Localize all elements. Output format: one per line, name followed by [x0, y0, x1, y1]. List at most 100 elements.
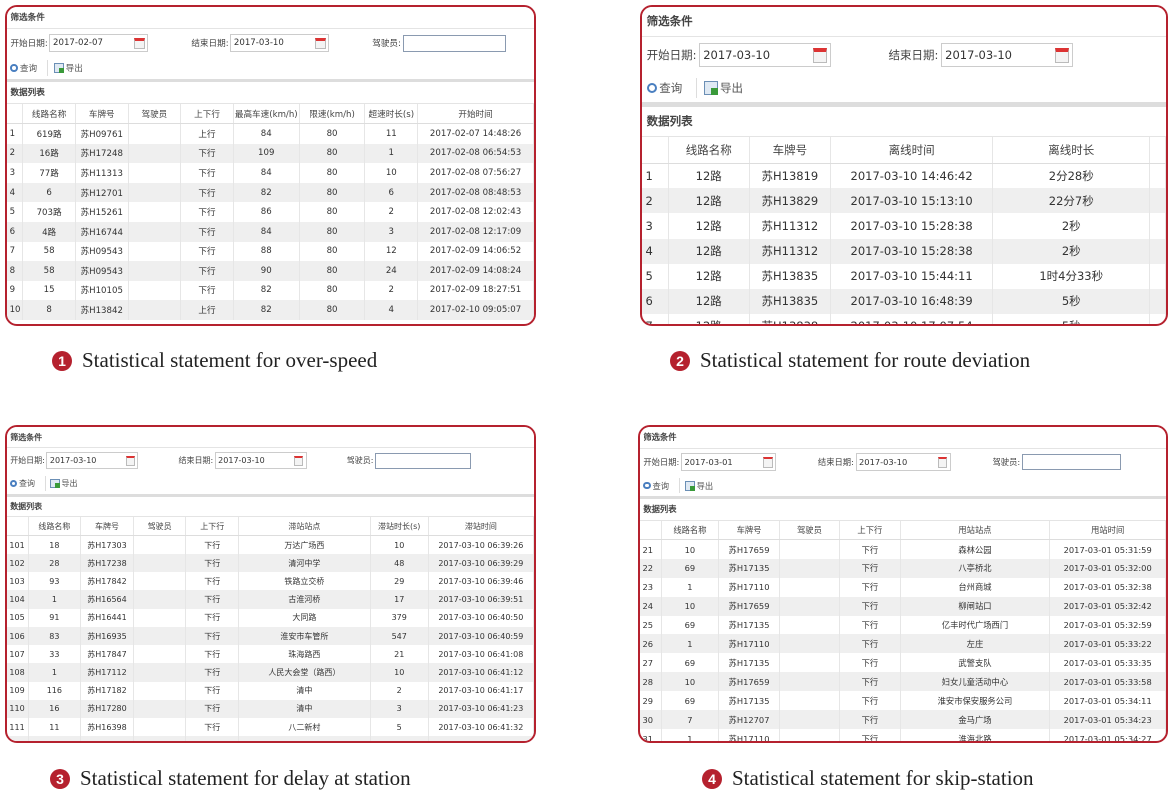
- table-row[interactable]: 31 1 苏H17110 下行 淮海北路 2017-03-01 05:34:27: [640, 729, 1166, 741]
- column-header[interactable]: 车牌号: [80, 517, 134, 537]
- column-header[interactable]: 滞站时间: [428, 517, 534, 537]
- table-cell: 8: [22, 300, 76, 320]
- start-date-input[interactable]: 2017-03-01: [680, 453, 777, 471]
- table-row[interactable]: 111 11 苏H16398 下行 八二新村 5 2017-03-10 06:41:32: [7, 718, 534, 737]
- calendar-icon[interactable]: [134, 38, 145, 50]
- table-row[interactable]: 109 116 苏H17182 下行 清中 2 2017-03-10 06:41:17: [7, 681, 534, 700]
- table-row[interactable]: 106 83 苏H16935 下行 淮安市车管所 547 2017-03-10 06:40:…: [7, 626, 534, 646]
- table-row[interactable]: 22 69 苏H17135 下行 八亭桥北 2017-03-01 05:32:00: [640, 558, 1166, 578]
- table-row[interactable]: 25 69 苏H17135 下行 亿丰时代广场西门 2017-03-01 05:32:59: [640, 615, 1166, 635]
- driver-input[interactable]: [1021, 453, 1122, 471]
- table-row[interactable]: 26 1 苏H17110 下行 左庄 2017-03-01 05:33:22: [640, 634, 1166, 654]
- table-row[interactable]: 30 7 苏H12707 下行 金马广场 2017-03-01 05:34:23: [640, 710, 1166, 730]
- table-row[interactable]: 28 10 苏H17659 下行 妇女儿童活动中心 2017-03-01 05:33:58: [640, 672, 1166, 692]
- column-header[interactable]: [7, 517, 29, 537]
- calendar-icon[interactable]: [125, 455, 136, 467]
- start-date-input[interactable]: 2017-02-07: [49, 34, 149, 53]
- export-button[interactable]: 导出: [53, 62, 88, 74]
- table-row[interactable]: 1 12路 苏H13819 2017-03-10 14:46:42 2分28秒: [642, 163, 1166, 189]
- column-header[interactable]: 最高车速(km/h): [233, 104, 300, 125]
- table-row[interactable]: 1124苏H17203 下行淮安汽车总站12017-03-10 06:41:34: [7, 736, 534, 741]
- column-header[interactable]: 超速时长(s): [364, 104, 419, 125]
- end-date-input[interactable]: 2017-03-10: [214, 452, 307, 469]
- table-row[interactable]: 2 16路 苏H17248 下行 109 80 1 2017-02-08 06:54:53: [7, 143, 534, 164]
- table-row[interactable]: 103 93 苏H17842 下行 铁路立交桥 29 2017-03-10 06:39:46: [7, 572, 534, 591]
- column-header[interactable]: 上下行: [180, 104, 234, 125]
- export-button[interactable]: 导出: [703, 80, 750, 96]
- table-row[interactable]: 1 619路 苏H09761 上行 84 80 11 2017-02-07 14:48:26: [7, 123, 534, 144]
- column-header[interactable]: 滞站时长(s): [370, 517, 429, 537]
- table-row[interactable]: 101 18 苏H17303 下行 万达广场西 10 2017-03-10 06:39:26: [7, 535, 534, 554]
- end-date-input[interactable]: 2017-03-10: [940, 43, 1073, 68]
- column-header[interactable]: 车牌号: [718, 520, 780, 541]
- column-header[interactable]: 限速(km/h): [299, 104, 366, 125]
- table-row[interactable]: 24 10 苏H17659 下行 柳闸站口 2017-03-01 05:32:42: [640, 596, 1166, 616]
- search-button[interactable]: 查询: [10, 478, 40, 489]
- column-header[interactable]: 驾驶员: [133, 517, 187, 537]
- column-header[interactable]: [1149, 136, 1166, 164]
- calendar-icon[interactable]: [293, 455, 304, 467]
- calendar-icon[interactable]: [762, 457, 773, 468]
- table-row[interactable]: 27 69 苏H17135 下行 武警支队 2017-03-01 05:33:35: [640, 653, 1166, 673]
- column-header[interactable]: 上下行: [839, 520, 901, 541]
- column-header[interactable]: 离线时长: [992, 136, 1151, 164]
- column-header[interactable]: 车牌号: [749, 136, 831, 164]
- table-row[interactable]: 110 16 苏H17280 下行 清中 3 2017-03-10 06:41:23: [7, 699, 534, 719]
- driver-input[interactable]: [402, 34, 506, 52]
- start-date-input[interactable]: 2017-03-10: [698, 43, 832, 68]
- table-row[interactable]: 104 1 苏H16564 下行 古淮河桥 17 2017-03-10 06:39:51: [7, 590, 534, 609]
- end-date-input[interactable]: 2017-03-10: [855, 453, 951, 471]
- search-button[interactable]: 查询: [643, 480, 674, 492]
- table-row[interactable]: 107 33 苏H17847 下行 珠海路西 21 2017-03-10 06:41:08: [7, 645, 534, 664]
- column-header[interactable]: 甩站站点: [900, 520, 1051, 541]
- table-row[interactable]: 5 703路 苏H15261 下行 86 80 2 2017-02-08 12:02:43: [7, 202, 534, 222]
- calendar-icon[interactable]: [937, 457, 948, 468]
- table-row[interactable]: 7 58 苏H09543 下行 88 80 12 2017-02-09 14:06:52: [7, 241, 534, 262]
- calendar-icon[interactable]: [1054, 48, 1069, 64]
- table-row[interactable]: 8 58 苏H09543 下行 90 80 24 2017-02-09 14:08:24: [7, 261, 534, 281]
- calendar-icon[interactable]: [812, 48, 827, 64]
- export-button[interactable]: 导出: [50, 478, 82, 489]
- start-date-input[interactable]: 2017-03-10: [46, 452, 139, 469]
- table-row[interactable]: 3 12路 苏H11312 2017-03-10 15:28:38 2秒: [642, 213, 1166, 239]
- table-row[interactable]: 105 91 苏H16441 下行 大同路 379 2017-03-10 06:40:50: [7, 608, 534, 627]
- filter-section-title: 筛选条件: [640, 427, 1166, 449]
- search-button[interactable]: 查询: [646, 80, 690, 96]
- column-header[interactable]: 车牌号: [75, 104, 129, 125]
- table-row[interactable]: 4 12路 苏H11312 2017-03-10 15:28:38 2秒: [642, 238, 1166, 264]
- column-header[interactable]: [640, 520, 662, 541]
- column-header[interactable]: 滞站站点: [238, 517, 371, 537]
- search-button[interactable]: 查询: [10, 62, 42, 74]
- table-row[interactable]: 21 10 苏H17659 下行 森林公园 2017-03-01 05:31:59: [640, 539, 1166, 559]
- table-row[interactable]: 108 1 苏H17112 下行 人民大会堂（路西） 10 2017-03-10 06:41…: [7, 663, 534, 682]
- column-header[interactable]: [642, 136, 669, 164]
- table-row[interactable]: 3 77路 苏H11313 下行 84 80 10 2017-02-08 07:56:27: [7, 163, 534, 183]
- column-header[interactable]: 甩站时间: [1049, 520, 1166, 541]
- table-row[interactable]: 102 28 苏H17238 下行 清河中学 48 2017-03-10 06:39:29: [7, 554, 534, 573]
- table-row[interactable]: 6 12路 苏H13835 2017-03-10 16:48:39 5秒: [642, 288, 1166, 314]
- column-header[interactable]: 线路名称: [668, 136, 750, 164]
- driver-input[interactable]: [375, 452, 472, 469]
- column-header[interactable]: 线路名称: [661, 520, 720, 541]
- table-row[interactable]: 10 8 苏H13842 上行 82 80 4 2017-02-10 09:05:07: [7, 300, 534, 320]
- column-header[interactable]: 线路名称: [28, 517, 82, 537]
- column-header[interactable]: [7, 104, 24, 125]
- table-row[interactable]: 29 69 苏H17135 下行 淮安市保安服务公司 2017-03-01 05:34:1…: [640, 691, 1166, 711]
- column-header[interactable]: 上下行: [185, 517, 240, 537]
- column-header[interactable]: 驾驶员: [128, 104, 182, 125]
- calendar-icon[interactable]: [315, 38, 326, 50]
- column-header[interactable]: 驾驶员: [779, 520, 841, 541]
- end-date-input[interactable]: 2017-03-10: [230, 34, 330, 53]
- table-row[interactable]: 5 12路 苏H13835 2017-03-10 15:44:11 1时4分33秒: [642, 263, 1166, 289]
- table-row[interactable]: 9 15 苏H10105 下行 82 80 2 2017-02-09 18:27:51: [7, 280, 534, 301]
- table-cell: 2017-02-09 18:27:51: [417, 280, 534, 301]
- column-header[interactable]: 线路名称: [22, 104, 76, 125]
- table-row[interactable]: 4 6 苏H12701 下行 82 80 6 2017-02-08 08:48:53: [7, 182, 534, 203]
- table-row[interactable]: 712路苏H138382017-03-10 17:07:545秒: [642, 313, 1166, 324]
- column-header[interactable]: 开始时间: [417, 104, 534, 125]
- column-header[interactable]: 离线时间: [830, 136, 994, 164]
- table-row[interactable]: 6 4路 苏H16744 下行 84 80 3 2017-02-08 12:17:09: [7, 221, 534, 242]
- table-row[interactable]: 2 12路 苏H13829 2017-03-10 15:13:10 22分7秒: [642, 188, 1166, 214]
- export-button[interactable]: 导出: [684, 480, 718, 492]
- table-row[interactable]: 23 1 苏H17110 下行 台州商城 2017-03-01 05:32:38: [640, 577, 1166, 597]
